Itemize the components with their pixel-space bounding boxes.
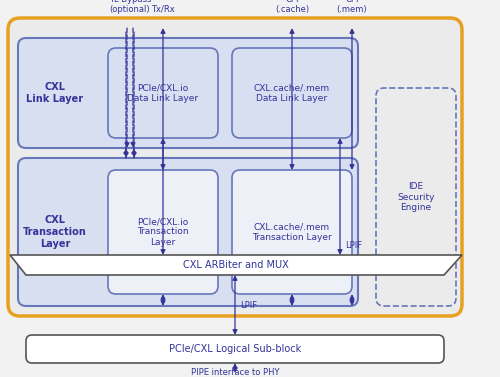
- Text: PCIe/CXL.io
Transaction
Layer: PCIe/CXL.io Transaction Layer: [137, 217, 189, 247]
- Text: CXL.cache/.mem
Transaction Layer: CXL.cache/.mem Transaction Layer: [252, 222, 332, 242]
- FancyBboxPatch shape: [108, 48, 218, 138]
- Text: PCIe/CXL Logical Sub-block: PCIe/CXL Logical Sub-block: [169, 344, 301, 354]
- Text: PCIe/CXL.io
Data Link Layer: PCIe/CXL.io Data Link Layer: [128, 83, 198, 103]
- Text: TL Bypass
(optional): TL Bypass (optional): [109, 0, 151, 14]
- FancyBboxPatch shape: [18, 38, 358, 148]
- Polygon shape: [10, 255, 462, 275]
- FancyBboxPatch shape: [108, 170, 218, 294]
- FancyBboxPatch shape: [26, 335, 444, 363]
- FancyBboxPatch shape: [376, 88, 456, 306]
- Text: Tx/Rx: Tx/Rx: [151, 5, 175, 14]
- FancyBboxPatch shape: [232, 48, 352, 138]
- FancyBboxPatch shape: [232, 170, 352, 294]
- Text: LPIF: LPIF: [240, 300, 257, 310]
- Text: CPI
(.mem): CPI (.mem): [336, 0, 368, 14]
- Text: LPIF: LPIF: [345, 242, 362, 250]
- Text: PIPE interface to PHY: PIPE interface to PHY: [191, 368, 279, 377]
- Text: CXL.cache/.mem
Data Link Layer: CXL.cache/.mem Data Link Layer: [254, 83, 330, 103]
- Text: CXL
Transaction
Layer: CXL Transaction Layer: [23, 215, 87, 248]
- Text: IDE
Security
Engine: IDE Security Engine: [397, 182, 435, 212]
- FancyBboxPatch shape: [8, 18, 462, 316]
- FancyBboxPatch shape: [18, 158, 358, 306]
- Text: CXL ARBiter and MUX: CXL ARBiter and MUX: [183, 260, 289, 270]
- Text: CPI
(.cache): CPI (.cache): [275, 0, 309, 14]
- Text: CXL
Link Layer: CXL Link Layer: [26, 82, 84, 104]
